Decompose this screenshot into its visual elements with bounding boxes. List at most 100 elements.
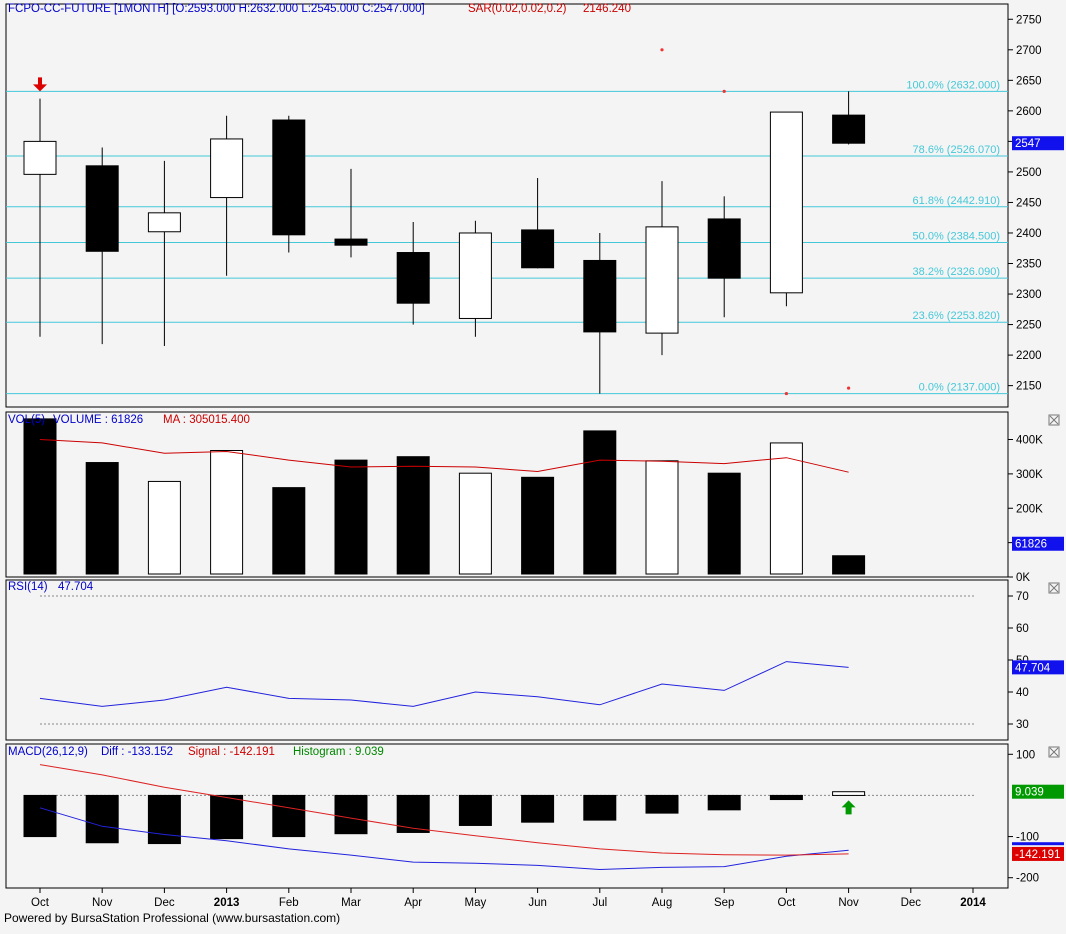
x-tick-label: Nov [92, 897, 113, 909]
y-tick-label: 300K [1016, 469, 1043, 481]
y-tick-label: 70 [1016, 591, 1029, 603]
macd-histogram-last-label: 9.039 [1015, 787, 1044, 799]
macd-histogram-last-label-box [1012, 784, 1064, 799]
macd-histogram-bar [645, 794, 679, 814]
panel-frame [5, 579, 1009, 741]
candle-body [583, 259, 617, 333]
y-tick-label: 100 [1016, 749, 1035, 761]
candle-body [85, 165, 119, 252]
y-tick-label: -100 [1016, 832, 1039, 844]
price-chart-title: FCPO-CC-FUTURE [1MONTH] [O:2593.000 H:26… [8, 3, 425, 15]
volume-bar [707, 472, 741, 575]
y-tick-label: 60 [1016, 623, 1029, 635]
volume-bar [645, 460, 679, 575]
rsi-value-label: 47.704 [58, 581, 94, 593]
volume-bar [147, 480, 181, 575]
x-tick-label: May [465, 897, 487, 909]
y-tick-label: 2350 [1016, 259, 1042, 271]
volume-last-label-box [1012, 536, 1064, 551]
x-tick-label: Sep [714, 897, 734, 909]
x-tick-label: Dec [901, 897, 922, 909]
macd-signal-last-label-box [1012, 846, 1064, 861]
sar-point [660, 48, 664, 52]
y-tick-label: 2400 [1016, 228, 1042, 240]
volume-ma-label: MA : 305015.400 [163, 414, 250, 426]
y-tick-label: 2200 [1016, 350, 1042, 362]
volume-bar [334, 459, 368, 575]
macd-panel-title: MACD(26,12,9) [8, 746, 88, 758]
x-tick-label: Oct [777, 897, 796, 909]
y-tick-label: 2300 [1016, 289, 1042, 301]
macd-histogram-bar [769, 794, 803, 801]
macd-histogram-bar [707, 794, 741, 811]
sar-point [784, 391, 789, 396]
volume-bar [832, 555, 866, 575]
macd-histogram-bar [583, 794, 617, 821]
macd-histogram-bar [334, 794, 368, 835]
candle-body [458, 232, 492, 319]
macd-histogram-bar [85, 794, 119, 844]
y-tick-label: 40 [1016, 687, 1029, 699]
candle-body [521, 229, 555, 269]
volume-bar [210, 450, 244, 575]
price-last-label-box [1012, 136, 1064, 151]
y-tick-label: 2500 [1016, 167, 1042, 179]
y-tick-label: 2700 [1016, 45, 1042, 57]
fibonacci-label: 61.8% (2442.910) [913, 195, 1000, 207]
rsi-panel-title: RSI(14) [8, 581, 48, 593]
fibonacci-label: 78.6% (2526.070) [913, 144, 1000, 156]
macd-histogram-bar [272, 794, 306, 838]
x-tick-label: Oct [31, 897, 50, 909]
volume-bar [521, 476, 555, 575]
volume-ma-line [39, 439, 849, 473]
candle-body [23, 140, 57, 175]
candle-body [645, 226, 679, 334]
panel-close-icon [1049, 747, 1059, 757]
panel-close-icon [1049, 415, 1059, 425]
y-tick-label: 2600 [1016, 106, 1042, 118]
candle-body [210, 138, 244, 199]
x-tick-label: 2013 [214, 897, 240, 909]
rsi-last-label-box [1012, 660, 1064, 675]
macd-histogram-bar [210, 794, 244, 840]
macd-histogram-bar [458, 794, 492, 826]
sell-arrow-icon [33, 77, 47, 92]
volume-last-label: 61826 [1015, 539, 1047, 551]
footer-credit: Powered by BursaStation Professional (ww… [4, 911, 341, 925]
fibonacci-label: 0.0% (2137.000) [919, 382, 1000, 394]
y-tick-label: 200K [1016, 503, 1043, 515]
candle-body [769, 111, 803, 294]
y-tick-label: 0K [1016, 572, 1030, 584]
volume-bar [583, 430, 617, 575]
panel-close-icon [1049, 583, 1059, 593]
volume-bar [396, 456, 430, 575]
candle-body [707, 218, 741, 279]
x-tick-label: Aug [652, 897, 672, 909]
volume-bar [769, 442, 803, 575]
y-tick-label: 2150 [1016, 381, 1042, 393]
panel-frame [5, 3, 1009, 408]
rsi-line [39, 661, 849, 707]
y-tick-label: 2250 [1016, 320, 1042, 332]
sar-indicator-value: 2146.240 [583, 3, 631, 15]
macd-signal-line [39, 764, 849, 856]
price-last-label: 2547 [1015, 138, 1041, 150]
volume-bar [85, 462, 119, 575]
macd-histogram-label: Histogram : 9.039 [293, 746, 384, 758]
candle-body [272, 119, 306, 236]
volume-bar [272, 487, 306, 575]
candle-body [832, 114, 866, 144]
sar-indicator-label: SAR(0.02,0.02,0.2) [468, 3, 567, 15]
fibonacci-label: 50.0% (2384.500) [913, 230, 1000, 242]
x-tick-label: Apr [404, 897, 422, 909]
volume-bar [23, 418, 57, 575]
y-tick-label: 2650 [1016, 75, 1042, 87]
macd-diff-last-marker [1012, 842, 1064, 846]
y-tick-label: -200 [1016, 873, 1039, 885]
fibonacci-label: 100.0% (2632.000) [906, 79, 1000, 91]
x-tick-label: Jun [528, 897, 547, 909]
x-tick-label: Mar [341, 897, 361, 909]
x-tick-label: Jul [592, 897, 607, 909]
fibonacci-label: 38.2% (2326.090) [913, 266, 1000, 278]
